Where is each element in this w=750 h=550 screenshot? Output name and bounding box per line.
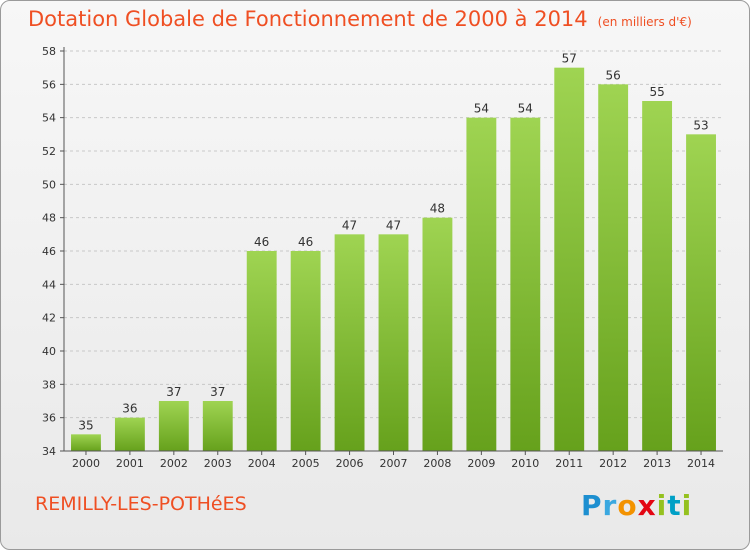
y-tick-label: 42 [42,312,56,325]
y-tick-label: 38 [42,378,56,391]
y-tick-label: 58 [42,45,56,58]
bar-value-label: 48 [430,202,445,216]
logo-letter: i [681,489,693,522]
bar-value-label: 55 [649,85,664,99]
x-tick-label: 2005 [292,457,320,470]
x-tick-label: 2009 [467,457,495,470]
logo-letter: r [602,489,618,522]
bar [378,234,409,451]
bar [510,117,541,452]
x-tick-label: 2000 [72,457,100,470]
logo-letter: x [637,489,657,522]
x-tick-label: 2001 [116,457,144,470]
bar [202,401,233,451]
x-tick-label: 2004 [248,457,276,470]
x-tick-label: 2012 [599,457,627,470]
y-tick-label: 50 [42,178,56,191]
bar [554,67,585,452]
logo-letter: P [581,489,603,522]
chart-title: Dotation Globale de Fonctionnement de 20… [28,7,692,31]
x-tick-label: 2013 [643,457,671,470]
y-tick-label: 36 [42,412,56,425]
bar [246,251,277,451]
bar [334,234,365,451]
bar-value-label: 35 [78,418,93,432]
logo-letter: o [617,489,638,522]
bar-value-label: 57 [562,52,577,66]
y-tick-label: 44 [42,278,56,291]
y-tick-label: 54 [42,112,56,125]
x-tick-label: 2003 [204,457,232,470]
bar-value-label: 37 [210,385,225,399]
bar-value-label: 54 [474,102,489,116]
chart-title-text: Dotation Globale de Fonctionnement de 20… [28,7,588,31]
bar-value-label: 46 [254,235,269,249]
bar [71,434,101,451]
y-tick-label: 56 [42,78,56,91]
bar [114,417,145,451]
axis-layer: 34 36 38 40 42 44 46 48 50 52 54 56 58 2000 2001 2002 20… [42,45,723,470]
bar [598,84,629,451]
y-tick-label: 46 [42,245,56,258]
x-tick-label: 2008 [423,457,451,470]
y-tick-label: 40 [42,345,56,358]
bar [686,134,716,452]
y-tick-label: 48 [42,212,56,225]
bar-value-label: 53 [693,118,708,132]
x-tick-label: 2002 [160,457,188,470]
logo-letter: i [656,489,668,522]
x-tick-label: 2010 [511,457,539,470]
commune-name: REMILLY-LES-POTHéES [35,493,247,515]
x-tick-label: 2007 [380,457,408,470]
bar [642,101,673,451]
x-tick-label: 2011 [555,457,583,470]
bar-value-label: 37 [166,385,181,399]
bar-layer: 35 36 37 37 46 46 47 47 48 54 54 57 56 55 53 [71,52,716,452]
logo-letter: t [667,489,682,522]
bar [466,117,497,452]
bar [422,217,453,451]
x-tick-label: 2006 [336,457,364,470]
bar-value-label: 54 [518,102,533,116]
y-tick-label: 34 [42,445,56,458]
bar-value-label: 47 [386,218,401,232]
bar-value-label: 47 [342,218,357,232]
bar [290,251,321,451]
chart-unit: (en milliers d'€) [597,15,692,29]
y-tick-label: 52 [42,145,56,158]
proxiti-logo: Proxiti [581,489,692,522]
bar-value-label: 36 [122,402,137,416]
bar [158,401,189,451]
x-tick-label: 2014 [687,457,715,470]
bar-value-label: 56 [606,68,621,82]
bar-value-label: 46 [298,235,313,249]
